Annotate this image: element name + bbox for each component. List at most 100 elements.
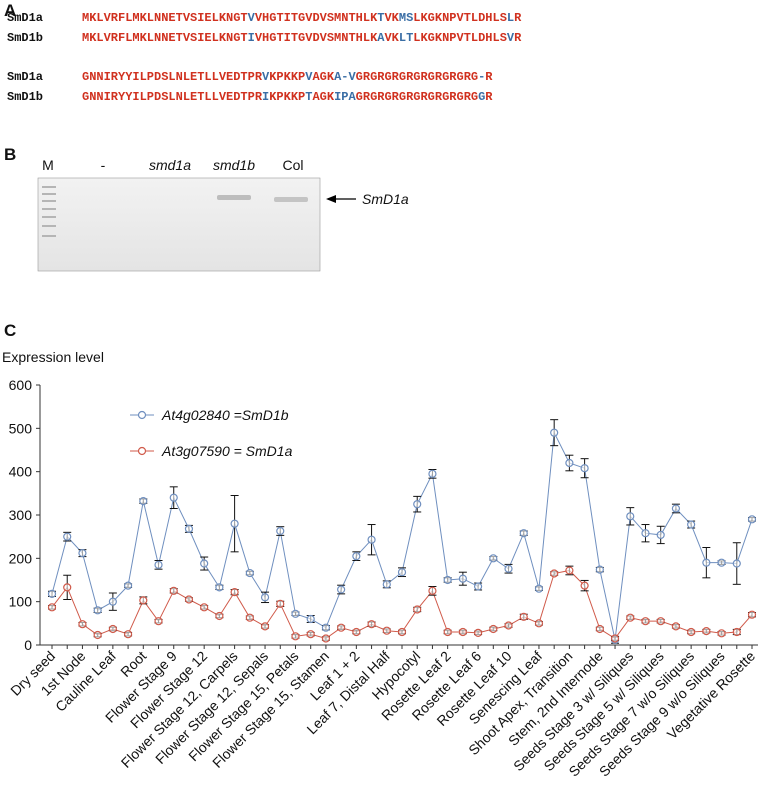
point bbox=[473, 628, 483, 637]
point bbox=[641, 617, 650, 626]
lane-label: Col bbox=[282, 157, 303, 173]
point bbox=[200, 559, 209, 568]
residues: IPA bbox=[334, 90, 356, 104]
y-tick-label: 400 bbox=[9, 464, 33, 480]
point bbox=[108, 624, 117, 634]
point bbox=[656, 530, 665, 540]
residues: AGK bbox=[312, 70, 334, 84]
residues: GNNIRYYILPDSLNLETLLVEDTPR bbox=[82, 90, 263, 104]
legend-label: At4g02840 =SmD1b bbox=[161, 407, 289, 423]
residues: V bbox=[507, 31, 515, 45]
point bbox=[641, 529, 650, 538]
ladder bbox=[42, 186, 56, 237]
y-tick-label: 300 bbox=[9, 507, 33, 523]
point bbox=[169, 586, 178, 595]
point bbox=[687, 627, 696, 637]
point bbox=[352, 627, 361, 637]
point bbox=[747, 610, 757, 619]
point bbox=[671, 504, 681, 513]
residues: AGK bbox=[312, 90, 334, 104]
point bbox=[428, 586, 437, 595]
point bbox=[702, 627, 711, 636]
residues: R bbox=[485, 70, 493, 84]
point bbox=[717, 558, 726, 567]
point bbox=[732, 627, 741, 637]
point bbox=[382, 580, 391, 589]
lane-label: smd1b bbox=[213, 157, 255, 173]
residues: V bbox=[262, 70, 270, 84]
residues: VK bbox=[384, 11, 399, 25]
y-tick-label: 100 bbox=[9, 594, 33, 610]
lane-label: M bbox=[42, 157, 54, 173]
point bbox=[458, 574, 467, 583]
legend-marker bbox=[137, 446, 147, 456]
point bbox=[504, 621, 513, 630]
point bbox=[565, 566, 574, 575]
legend-marker bbox=[137, 410, 147, 420]
point bbox=[47, 589, 57, 598]
residues: LKGKNPVTLDHLS bbox=[413, 11, 507, 25]
point bbox=[139, 596, 148, 605]
point bbox=[626, 613, 635, 622]
arrow-head bbox=[326, 195, 336, 203]
point bbox=[580, 581, 589, 590]
residues: L bbox=[507, 11, 514, 25]
point bbox=[215, 611, 224, 621]
point bbox=[519, 612, 528, 621]
point bbox=[626, 512, 635, 521]
panel-label: B bbox=[4, 145, 16, 164]
point bbox=[260, 593, 270, 602]
residues: MS bbox=[399, 11, 413, 25]
sequence: MKLVRFLMKLNNETVSIELKNGTVVHGTITGVDVSMNTHL… bbox=[82, 11, 522, 25]
residues: LKGKNPVTLDHLS bbox=[413, 31, 507, 45]
point bbox=[534, 584, 544, 593]
point bbox=[169, 493, 178, 502]
band-label: SmD1a bbox=[362, 191, 409, 207]
gel bbox=[37, 177, 321, 272]
point bbox=[154, 617, 163, 626]
residues: T bbox=[305, 90, 312, 104]
point bbox=[504, 564, 513, 573]
alignment: SmD1a MKLVRFLMKLNNETVSIELKNGTVVHGTITGVDVS… bbox=[7, 11, 522, 104]
point bbox=[47, 603, 57, 612]
point bbox=[260, 622, 270, 631]
point bbox=[610, 634, 620, 643]
residues: GRGRGRGRGRGRGRGRG bbox=[356, 90, 478, 104]
residues: GRGRGRGRGRGRGRGRG bbox=[356, 70, 478, 84]
point bbox=[245, 613, 254, 622]
point bbox=[717, 629, 726, 638]
point bbox=[321, 634, 331, 643]
point bbox=[230, 588, 239, 597]
sequence-name: SmD1b bbox=[7, 31, 43, 45]
sequence-name: SmD1a bbox=[7, 70, 43, 84]
point bbox=[656, 617, 665, 626]
point bbox=[276, 599, 285, 608]
point bbox=[78, 620, 87, 629]
point bbox=[382, 626, 391, 635]
residues: R bbox=[514, 31, 522, 45]
residues: VK bbox=[384, 31, 399, 45]
y-axis-label: Expression level bbox=[2, 349, 104, 365]
point bbox=[595, 565, 604, 574]
point bbox=[732, 559, 741, 568]
point bbox=[230, 519, 239, 528]
sequence: GNNIRYYILPDSLNLETLLVEDTPRIKPKKPTAGKIPAGR… bbox=[82, 90, 493, 104]
point bbox=[63, 583, 72, 592]
point bbox=[93, 630, 102, 640]
residues: MKLVRFLMKLNNETVSIELKNGT bbox=[82, 11, 248, 25]
y-tick-label: 500 bbox=[9, 420, 33, 436]
y-tick-label: 0 bbox=[24, 637, 32, 653]
residues: KPKKP bbox=[269, 90, 305, 104]
legend-label: At3g07590 = SmD1a bbox=[161, 443, 293, 459]
lane-labels: M - smd1a smd1b Col bbox=[42, 157, 303, 173]
point bbox=[473, 582, 483, 591]
point bbox=[321, 623, 331, 632]
residues: LT bbox=[399, 31, 413, 45]
point bbox=[747, 515, 757, 524]
point bbox=[276, 526, 285, 536]
residues: I bbox=[262, 90, 269, 104]
point bbox=[93, 606, 102, 615]
residues: MKLVRFLMKLNNETVSIELKNGT bbox=[82, 31, 248, 45]
